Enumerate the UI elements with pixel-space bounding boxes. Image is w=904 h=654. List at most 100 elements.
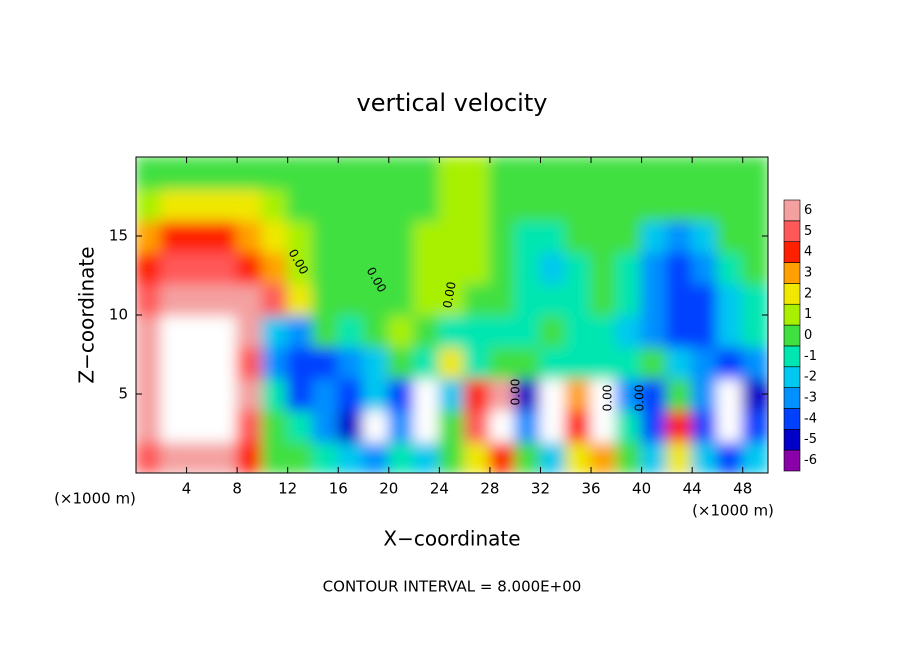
heatmap-cell [362, 345, 390, 380]
heatmap-cell [286, 157, 314, 190]
heatmap-cell [438, 157, 466, 190]
heatmap-cell [387, 187, 416, 222]
heatmap-cell [564, 408, 593, 443]
contour-label: 0.00 [509, 379, 523, 406]
heatmap-cell [615, 157, 643, 190]
contour-label: 0.00 [601, 385, 615, 412]
heatmap-cell [590, 157, 618, 190]
heatmap-cell [438, 187, 466, 222]
heatmap-cell [286, 250, 314, 285]
heatmap-cell [311, 377, 340, 411]
heatmap-cell [185, 282, 213, 316]
colorbar-swatch [783, 408, 801, 430]
heatmap-cell [665, 219, 694, 253]
heatmap-cell [136, 187, 163, 222]
heatmap-cell [741, 250, 768, 285]
heatmap-cell [236, 219, 264, 253]
heatmap-cell [185, 250, 213, 285]
heatmap-cell [640, 314, 668, 348]
heatmap-cell [185, 440, 213, 473]
heatmap-cell [463, 377, 491, 411]
heatmap-cell [665, 282, 694, 316]
heatmap-cell [488, 187, 517, 222]
heatmap-cell [286, 187, 314, 222]
heatmap-cell [362, 377, 390, 411]
heatmap-cell [413, 187, 441, 222]
heatmap-cell [590, 345, 618, 380]
heatmap-cell [438, 219, 466, 253]
heatmap-cell [362, 408, 390, 443]
heatmap-cell [136, 314, 163, 348]
heatmap-cell [236, 187, 264, 222]
heatmap-cell [261, 282, 289, 316]
heatmap-cell [488, 282, 517, 316]
y-axis-label: Z−coordinate [75, 246, 99, 383]
heatmap-cell [463, 219, 491, 253]
colorbar-label: 0 [804, 328, 812, 343]
heatmap-cell [337, 314, 365, 348]
heatmap-cell [488, 314, 517, 348]
heatmap-cell [286, 408, 314, 443]
heatmap-cell [438, 282, 466, 316]
y-tick-label: 10 [109, 306, 128, 324]
heatmap-cell [564, 187, 593, 222]
heatmap-cell [488, 408, 517, 443]
heatmap-cell [691, 157, 719, 190]
heatmap-cell [438, 314, 466, 348]
heatmap-cell [741, 282, 768, 316]
y-tick-label: 5 [118, 385, 128, 403]
heatmap-cell [488, 157, 517, 190]
heatmap-cell [261, 377, 289, 411]
heatmap-cell [463, 157, 491, 190]
heatmap-cell [590, 377, 618, 411]
heatmap-cell [590, 408, 618, 443]
heatmap-cell [261, 219, 289, 253]
heatmap-cell [665, 408, 694, 443]
heatmap-cell [311, 408, 340, 443]
contour-label: 0.00 [440, 281, 458, 310]
heatmap-cell [136, 250, 163, 285]
heatmap-cell [337, 187, 365, 222]
colorbar-label: 4 [804, 245, 812, 260]
heatmap-cell [665, 377, 694, 411]
heatmap-cell [236, 345, 264, 380]
colorbar-label: -3 [804, 391, 817, 406]
heatmap-cell [261, 314, 289, 348]
heatmap-cell [210, 219, 239, 253]
heatmap-cell [362, 219, 390, 253]
heatmap-cell [286, 282, 314, 316]
heatmap-cell [413, 314, 441, 348]
heatmap-cell [387, 157, 416, 190]
heatmap-cell [539, 187, 567, 222]
heatmap-cell [640, 440, 668, 473]
heatmap-cell [615, 187, 643, 222]
heatmap [136, 157, 768, 473]
heatmap-cell [691, 377, 719, 411]
heatmap-cell [362, 282, 390, 316]
x-tick-label: 48 [733, 480, 752, 498]
heatmap-cell [539, 282, 567, 316]
heatmap-cell [691, 250, 719, 285]
heatmap-cell [210, 314, 239, 348]
heatmap-cell [488, 219, 517, 253]
heatmap-cell [236, 157, 264, 190]
heatmap-cell [261, 440, 289, 473]
heatmap-cell [691, 440, 719, 473]
heatmap-cell [261, 408, 289, 443]
heatmap-cell [286, 219, 314, 253]
heatmap-cell [741, 408, 768, 443]
heatmap-cell [337, 345, 365, 380]
heatmap-cell [539, 440, 567, 473]
heatmap-cell [185, 219, 213, 253]
heatmap-cell [311, 157, 340, 190]
heatmap-cell [210, 440, 239, 473]
heatmap-cell [311, 219, 340, 253]
heatmap-cell [640, 408, 668, 443]
heatmap-cell [160, 345, 188, 380]
heatmap-cell [691, 282, 719, 316]
heatmap-cell [236, 282, 264, 316]
heatmap-cell [387, 250, 416, 285]
heatmap-cell [640, 377, 668, 411]
heatmap-cell [387, 440, 416, 473]
